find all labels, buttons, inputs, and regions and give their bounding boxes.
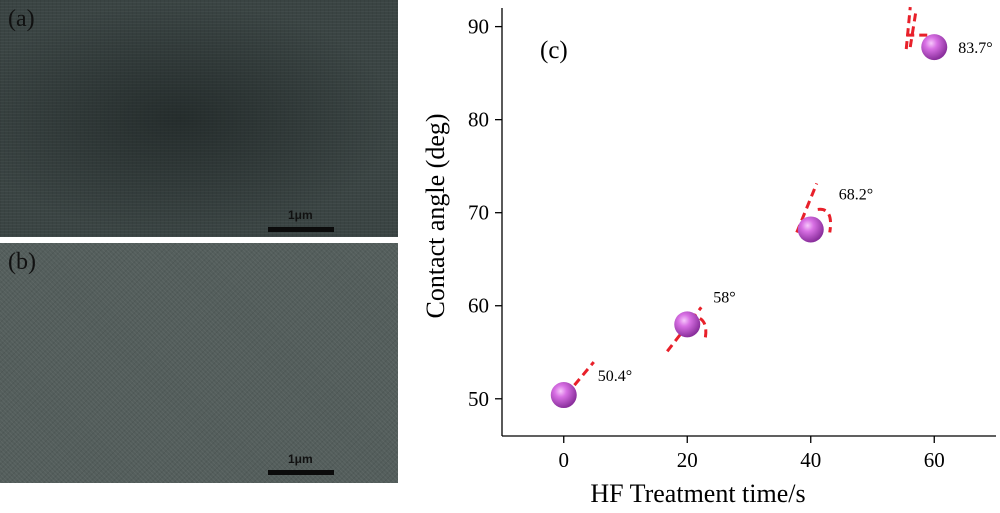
x-axis-title: HF Treatment time/s — [590, 479, 805, 508]
y-tick-label: 90 — [468, 15, 489, 39]
x-tick-label: 60 — [924, 448, 945, 472]
y-tick-label: 50 — [468, 387, 489, 411]
sem-image-b: (b) 1μm — [0, 243, 398, 483]
y-tick-label: 60 — [468, 294, 489, 318]
droplet-point — [550, 382, 577, 409]
panel-label-b: (b) — [8, 249, 36, 275]
contact-angle-chart: 0 20 40 60 50 60 70 80 90 50.4° 58° 68.2° 83.7° (c)… — [421, 6, 996, 508]
chart-marks: 50.4° 58° 68.2° 83.7° — [550, 6, 993, 409]
contact-angle-tangent — [904, 6, 912, 50]
droplet-point — [674, 311, 701, 338]
sem-texture-a — [0, 0, 398, 237]
droplet-point — [797, 216, 824, 243]
panel-label-a: (a) — [8, 6, 35, 32]
x-tick-label: 40 — [800, 448, 821, 472]
sem-texture-b — [0, 243, 398, 483]
sem-image-a: (a) 1μm — [0, 0, 398, 237]
y-tick-label: 70 — [468, 201, 489, 225]
y-axis-title: Contact angle (deg) — [421, 113, 450, 318]
scale-bar-b — [268, 470, 334, 475]
scale-bar-label-b: 1μm — [288, 452, 313, 466]
panel-label-c: (c) — [540, 37, 568, 64]
angle-value-label: 83.7° — [958, 40, 992, 57]
x-tick-label: 0 — [559, 448, 570, 472]
contact-angle-tangent — [795, 182, 819, 234]
y-tick-label: 80 — [468, 108, 489, 132]
contact-angle-arc — [817, 207, 832, 233]
scale-bar-label-a: 1μm — [288, 208, 313, 222]
angle-value-label: 50.4° — [598, 368, 632, 385]
chart-axes: 0 20 40 60 50 60 70 80 90 — [468, 8, 996, 472]
angle-value-label: 58° — [713, 289, 735, 306]
scale-bar-a — [268, 227, 334, 232]
contact-angle-tangent — [908, 8, 918, 48]
contact-angle-tangent — [556, 361, 595, 407]
angle-value-label: 68.2° — [839, 186, 873, 203]
droplet-point — [921, 34, 948, 61]
x-tick-label: 20 — [677, 448, 698, 472]
